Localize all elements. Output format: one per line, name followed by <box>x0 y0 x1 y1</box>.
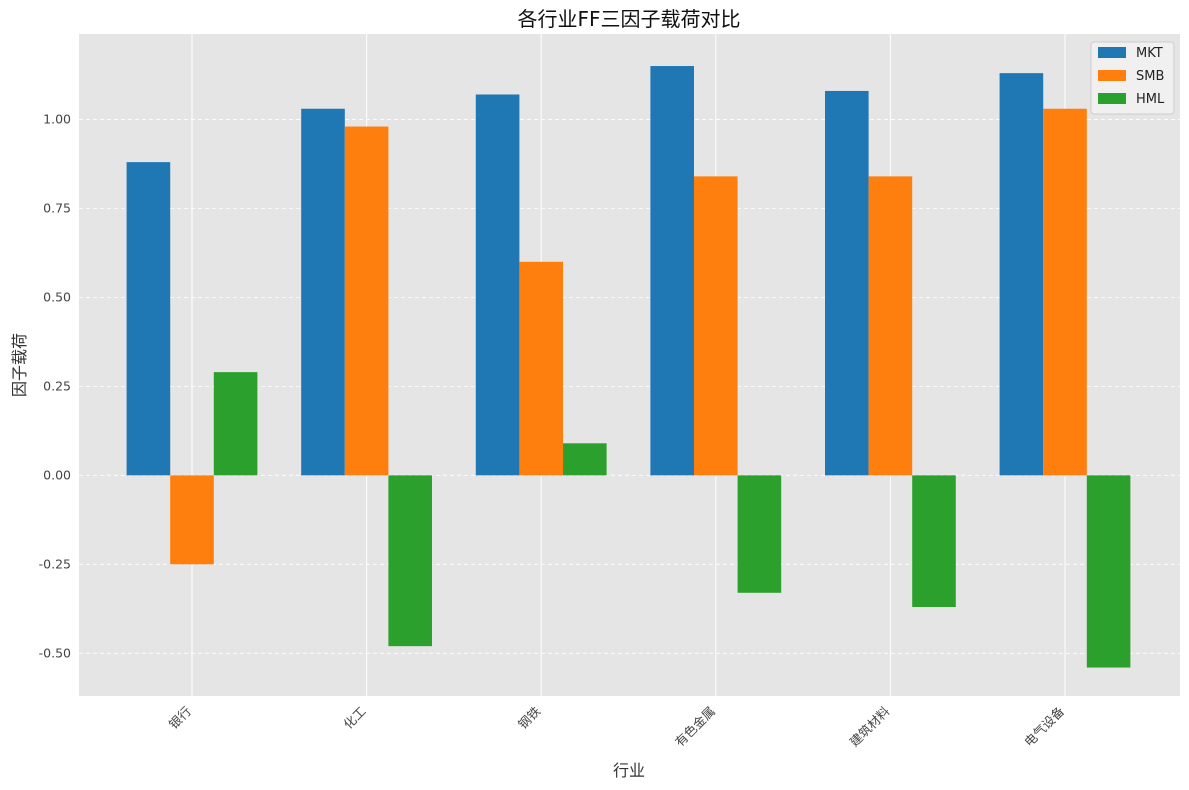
bar-smb <box>519 261 563 476</box>
y-tick-label: -0.25 <box>39 556 71 571</box>
bar-smb <box>694 176 738 476</box>
bar-mkt <box>475 94 520 476</box>
y-tick-label: 0.50 <box>43 289 71 304</box>
bar-mkt <box>126 162 171 476</box>
x-tick-label: 化工 <box>340 704 368 732</box>
bar-mkt <box>999 73 1044 476</box>
y-tick-label: 0.25 <box>43 378 71 393</box>
y-axis-ticks: -0.50 -0.25 0.00 0.25 0.50 0.75 1.00 <box>39 111 71 660</box>
legend-label-hml: HML <box>1136 92 1165 107</box>
y-tick-label: 1.00 <box>43 111 71 126</box>
bar-smb <box>868 176 913 476</box>
bar-mkt <box>650 66 694 476</box>
legend-swatch-mkt <box>1098 47 1126 58</box>
chart-title: 各行业FF三因子载荷对比 <box>517 7 740 31</box>
legend-label-smb: SMB <box>1136 69 1164 84</box>
bar-mkt <box>825 90 869 476</box>
bar-hml <box>563 443 607 476</box>
bar-hml <box>388 475 432 647</box>
bar-smb <box>170 475 214 565</box>
bars-group <box>126 66 1131 668</box>
y-tick-label: 0.00 <box>43 467 71 482</box>
y-tick-label: 0.75 <box>43 200 71 215</box>
x-tick-label: 建筑材料 <box>847 703 893 749</box>
bar-hml <box>213 372 258 476</box>
bar-hml <box>737 475 782 593</box>
x-axis-ticks: 银行 化工 钢铁 有色金属 建筑材料 电气设备 <box>166 703 1068 749</box>
y-tick-label: -0.50 <box>39 645 71 660</box>
bar-smb <box>1043 108 1087 476</box>
x-axis-label: 行业 <box>613 761 645 780</box>
legend-label-mkt: MKT <box>1136 46 1163 61</box>
bar-smb <box>344 126 389 476</box>
bar-hml <box>1086 475 1131 668</box>
plot-background <box>79 34 1180 696</box>
x-tick-label: 有色金属 <box>672 704 718 750</box>
y-axis-label: 因子载荷 <box>10 333 29 397</box>
legend: MKT SMB HML <box>1090 41 1175 115</box>
x-tick-label: 钢铁 <box>515 703 544 732</box>
bar-mkt <box>301 108 345 476</box>
x-tick-label: 电气设备 <box>1021 703 1067 749</box>
legend-swatch-smb <box>1098 70 1126 81</box>
x-tick-label: 银行 <box>166 704 194 732</box>
bar-hml <box>912 475 956 608</box>
legend-swatch-hml <box>1098 93 1126 104</box>
